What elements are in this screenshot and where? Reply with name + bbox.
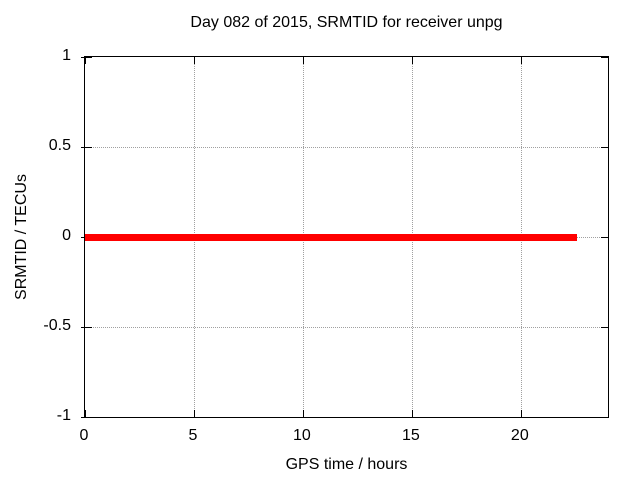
x-tick-mirror xyxy=(193,57,195,64)
x-tick xyxy=(302,410,304,417)
y-tick-mirror xyxy=(601,147,608,148)
x-tick xyxy=(85,410,86,417)
y-gridline xyxy=(85,147,608,148)
x-tick-label: 5 xyxy=(188,427,198,444)
x-tick-label: 0 xyxy=(79,427,89,444)
x-tick-mirror xyxy=(85,57,86,64)
x-tick-label: 15 xyxy=(401,427,420,444)
chart-title: Day 082 of 2015, SRMTID for receiver unp… xyxy=(190,14,503,31)
x-axis-label: GPS time / hours xyxy=(285,456,408,473)
x-tick-mirror xyxy=(520,57,522,64)
y-tick-mirror xyxy=(601,327,608,328)
x-tick-label: 20 xyxy=(510,427,529,444)
y-tick xyxy=(81,327,92,328)
x-tick-mirror xyxy=(302,57,304,64)
y-tick-mirror xyxy=(601,57,608,58)
y-tick-label: -1 xyxy=(56,407,71,424)
data-series-line xyxy=(85,233,578,241)
x-tick xyxy=(411,410,413,417)
y-tick-label: 0.5 xyxy=(48,137,71,154)
y-tick-label: 0 xyxy=(62,227,71,244)
y-tick xyxy=(81,147,92,148)
y-tick xyxy=(81,57,92,58)
plot-area xyxy=(81,56,609,418)
x-tick xyxy=(193,410,195,417)
x-tick xyxy=(520,410,522,417)
x-tick-mirror xyxy=(411,57,413,64)
y-gridline xyxy=(85,327,608,328)
y-tick xyxy=(81,417,92,418)
y-tick-mirror xyxy=(601,417,608,418)
y-tick-label: 1 xyxy=(62,47,71,64)
y-tick-label: -0.5 xyxy=(43,317,71,334)
y-tick-mirror xyxy=(601,237,608,238)
x-tick-label: 10 xyxy=(293,427,311,444)
